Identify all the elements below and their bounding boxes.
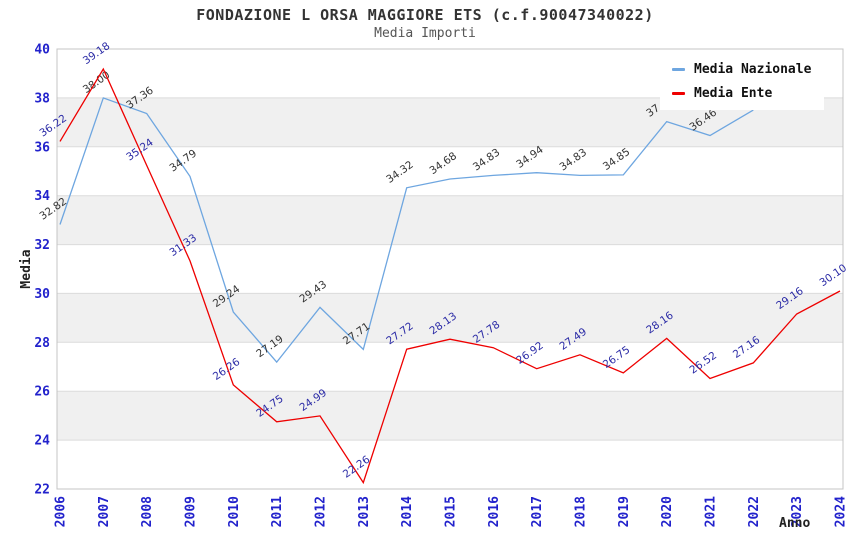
point-label: 34.32 xyxy=(384,159,416,186)
point-label: 34.68 xyxy=(428,150,460,177)
series-line-media-ente xyxy=(59,67,841,485)
x-tick-label: 2007 xyxy=(97,496,112,527)
x-tick-label: 2018 xyxy=(574,496,589,527)
x-tick-label: 2009 xyxy=(184,496,199,527)
y-tick-label: 38 xyxy=(34,91,50,106)
point-label: 34.83 xyxy=(471,146,503,173)
y-tick-label: 26 xyxy=(34,385,50,400)
y-tick-label: 22 xyxy=(34,483,50,498)
x-tick-label: 2020 xyxy=(660,496,675,527)
legend-swatch-blue-line-icon xyxy=(672,68,685,71)
y-axis-label: Media xyxy=(19,249,34,288)
legend-swatch-red-line-icon xyxy=(672,92,685,95)
point-label: 34.94 xyxy=(514,144,546,171)
x-tick-label: 2015 xyxy=(444,496,459,527)
point-label: 30.10 xyxy=(818,262,850,289)
y-tick-label: 30 xyxy=(34,287,50,302)
y-tick-label: 28 xyxy=(34,336,50,351)
x-tick-label: 2017 xyxy=(530,496,545,527)
x-tick-label: 2021 xyxy=(704,496,719,527)
legend-label-media-ente: Media Ente xyxy=(694,86,773,101)
point-label: 26.92 xyxy=(514,340,546,367)
series-line-media-nazionale xyxy=(59,97,754,364)
legend-item-media-nazionale: Media Nazionale xyxy=(672,62,824,77)
point-label: 34.83 xyxy=(558,146,590,173)
legend-label-media-nazionale: Media Nazionale xyxy=(694,62,812,77)
x-tick-label: 2010 xyxy=(227,496,242,527)
y-tick-label: 32 xyxy=(34,238,50,253)
x-tick-label: 2014 xyxy=(400,496,415,527)
x-tick-label: 2024 xyxy=(834,496,849,527)
x-tick-label: 2006 xyxy=(54,496,69,527)
chart-title: FONDAZIONE L ORSA MAGGIORE ETS (c.f.9004… xyxy=(196,6,654,24)
plot-band xyxy=(57,293,843,343)
x-tick-label: 2012 xyxy=(314,496,329,527)
x-tick-label: 2011 xyxy=(270,496,285,527)
chart-legend: Media Nazionale Media Ente xyxy=(660,54,824,110)
point-label: 39.18 xyxy=(81,40,113,67)
chart-subtitle: Media Importi xyxy=(374,26,476,41)
plot-band xyxy=(57,391,843,441)
point-label: 26.75 xyxy=(601,344,633,371)
x-tick-label: 2016 xyxy=(487,496,502,527)
x-tick-label: 2013 xyxy=(357,496,372,527)
x-tick-label: 2008 xyxy=(140,496,155,527)
y-tick-label: 40 xyxy=(34,43,50,58)
y-tick-label: 36 xyxy=(34,140,50,155)
x-tick-label: 2019 xyxy=(617,496,632,527)
x-tick-label: 2022 xyxy=(747,496,762,527)
plot-border xyxy=(56,48,844,490)
point-label: 38.00 xyxy=(81,69,113,96)
x-axis-label: Anno xyxy=(779,516,810,531)
x-tick-label: 2023 xyxy=(790,496,805,527)
plot-band xyxy=(57,195,843,245)
legend-item-media-ente: Media Ente xyxy=(672,86,824,101)
y-tick-label: 34 xyxy=(34,189,50,204)
point-label: 26.26 xyxy=(211,356,243,383)
y-tick-label: 24 xyxy=(34,434,50,449)
